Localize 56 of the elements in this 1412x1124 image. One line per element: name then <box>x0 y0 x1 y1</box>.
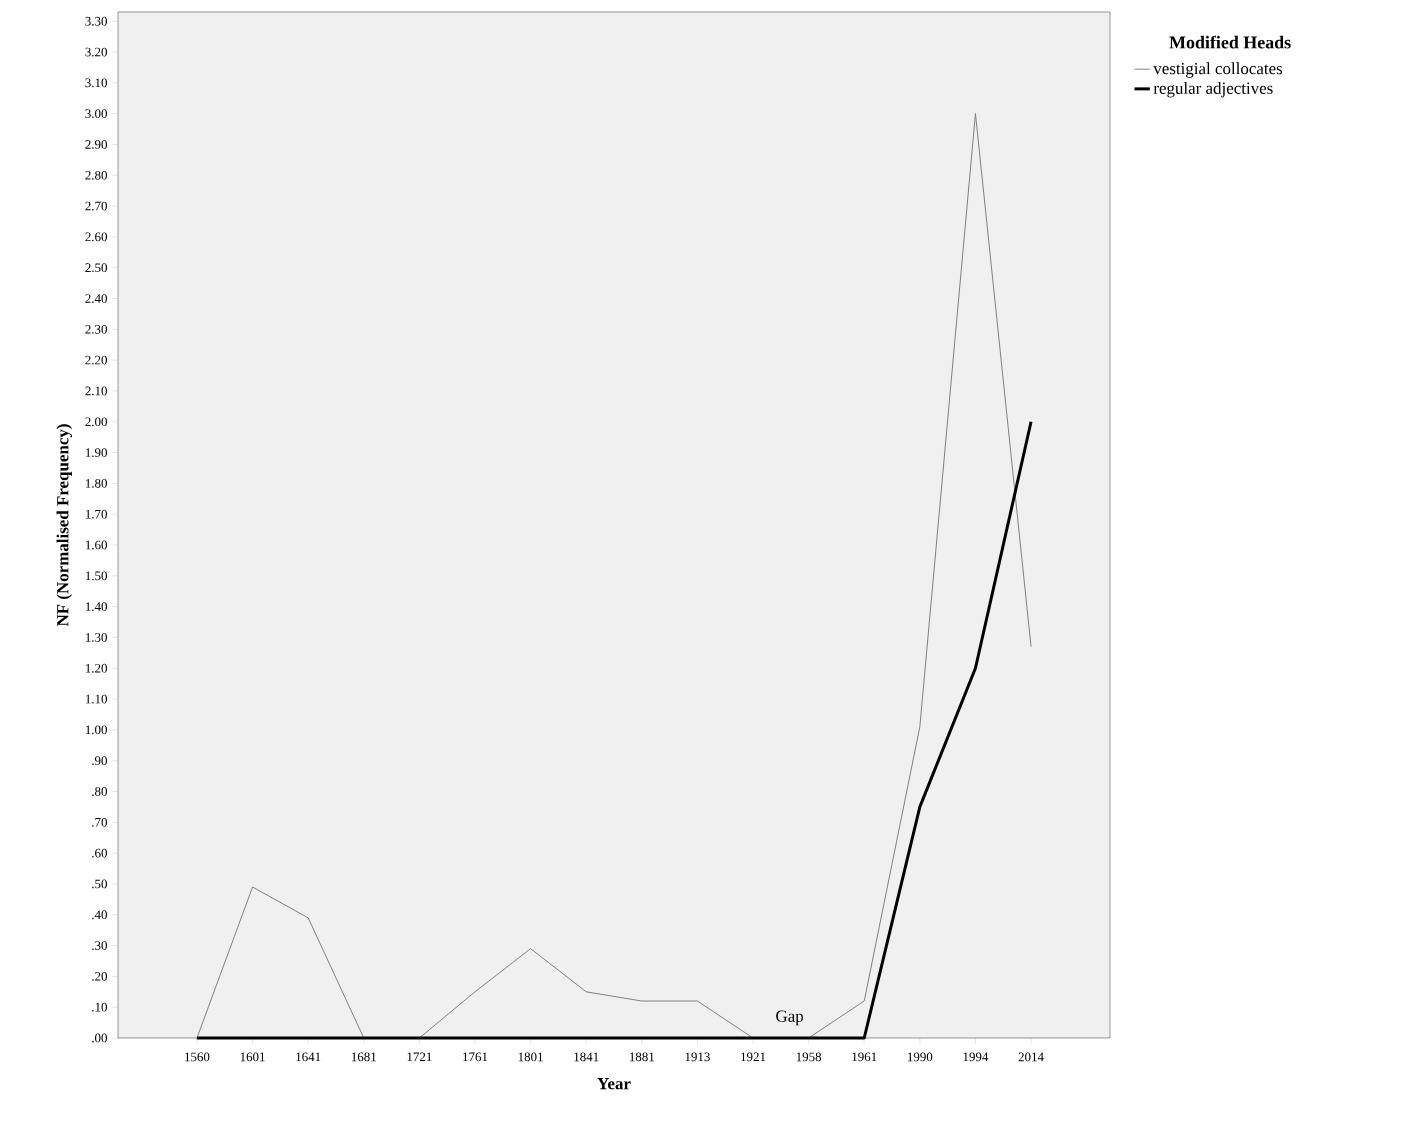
legend-title: Modified Heads <box>1169 35 1291 49</box>
x-tick-label: 1681 <box>351 1052 376 1062</box>
x-tick-label: 1641 <box>296 1052 321 1062</box>
y-tick-label: 2.50 <box>85 263 107 273</box>
x-tick-label: 1921 <box>741 1052 766 1062</box>
y-tick-label: 3.20 <box>85 47 107 57</box>
y-tick-label: .00 <box>92 1033 107 1043</box>
y-tick-label: 1.20 <box>85 663 107 673</box>
y-tick-label: 2.60 <box>85 232 107 242</box>
y-tick-label: 1.70 <box>85 509 107 519</box>
y-tick-label: 1.90 <box>85 448 107 457</box>
y-tick-label: 1.80 <box>85 479 107 488</box>
y-tick-label: 1.30 <box>85 633 107 642</box>
legend-label: vestigial collocates <box>1153 62 1283 78</box>
x-tick-label: 1961 <box>852 1052 877 1062</box>
y-tick-label: .10 <box>92 1002 107 1012</box>
y-tick-label: 1.60 <box>85 540 107 550</box>
x-tick-label: 1761 <box>463 1052 488 1062</box>
y-tick-label: .70 <box>92 817 107 827</box>
y-tick-label: .40 <box>92 910 107 920</box>
x-tick-label: 1721 <box>407 1052 432 1062</box>
y-tick-label: .90 <box>92 756 107 766</box>
y-tick-label: 1.40 <box>85 602 107 612</box>
y-tick-label: .20 <box>92 971 107 981</box>
x-tick-label: 1994 <box>963 1052 989 1062</box>
x-axis-title: Year <box>597 1078 631 1090</box>
y-tick-label: 2.70 <box>85 201 107 211</box>
y-tick-label: .50 <box>92 879 107 889</box>
y-tick-label: 2.30 <box>85 324 107 334</box>
x-tick-label: 1958 <box>796 1052 822 1062</box>
y-tick-label: 2.10 <box>85 386 107 396</box>
y-tick-label: 2.00 <box>85 417 107 427</box>
y-tick-label: 3.00 <box>85 109 107 119</box>
y-tick-label: 2.20 <box>85 355 107 365</box>
x-tick-label: 1990 <box>908 1052 933 1062</box>
y-tick-label: 1.50 <box>85 571 107 581</box>
x-tick-label: 1601 <box>240 1052 265 1062</box>
x-tick-label: 2014 <box>1018 1052 1044 1062</box>
y-tick-label: .80 <box>92 787 107 796</box>
y-tick-label: .30 <box>92 941 107 950</box>
y-tick-label: 1.10 <box>85 694 107 704</box>
y-tick-label: 1.00 <box>85 725 107 735</box>
x-tick-label: 1801 <box>518 1052 543 1062</box>
y-axis-title: NF (Normalised Frequency) <box>56 424 72 627</box>
legend-label: regular adjectives <box>1153 82 1273 98</box>
x-tick-label: 1881 <box>630 1052 654 1062</box>
y-tick-label: 2.80 <box>85 170 107 180</box>
y-tick-label: .60 <box>92 848 107 858</box>
annotation: Gap <box>776 1010 804 1026</box>
x-tick-label: 1560 <box>185 1052 210 1062</box>
y-tick-label: 2.40 <box>85 294 107 303</box>
y-tick-label: 2.90 <box>85 140 107 149</box>
x-tick-label: 1913 <box>685 1052 710 1062</box>
y-tick-label: 3.30 <box>85 16 107 26</box>
y-tick-label: 3.10 <box>85 78 107 88</box>
x-tick-label: 1841 <box>574 1052 599 1062</box>
